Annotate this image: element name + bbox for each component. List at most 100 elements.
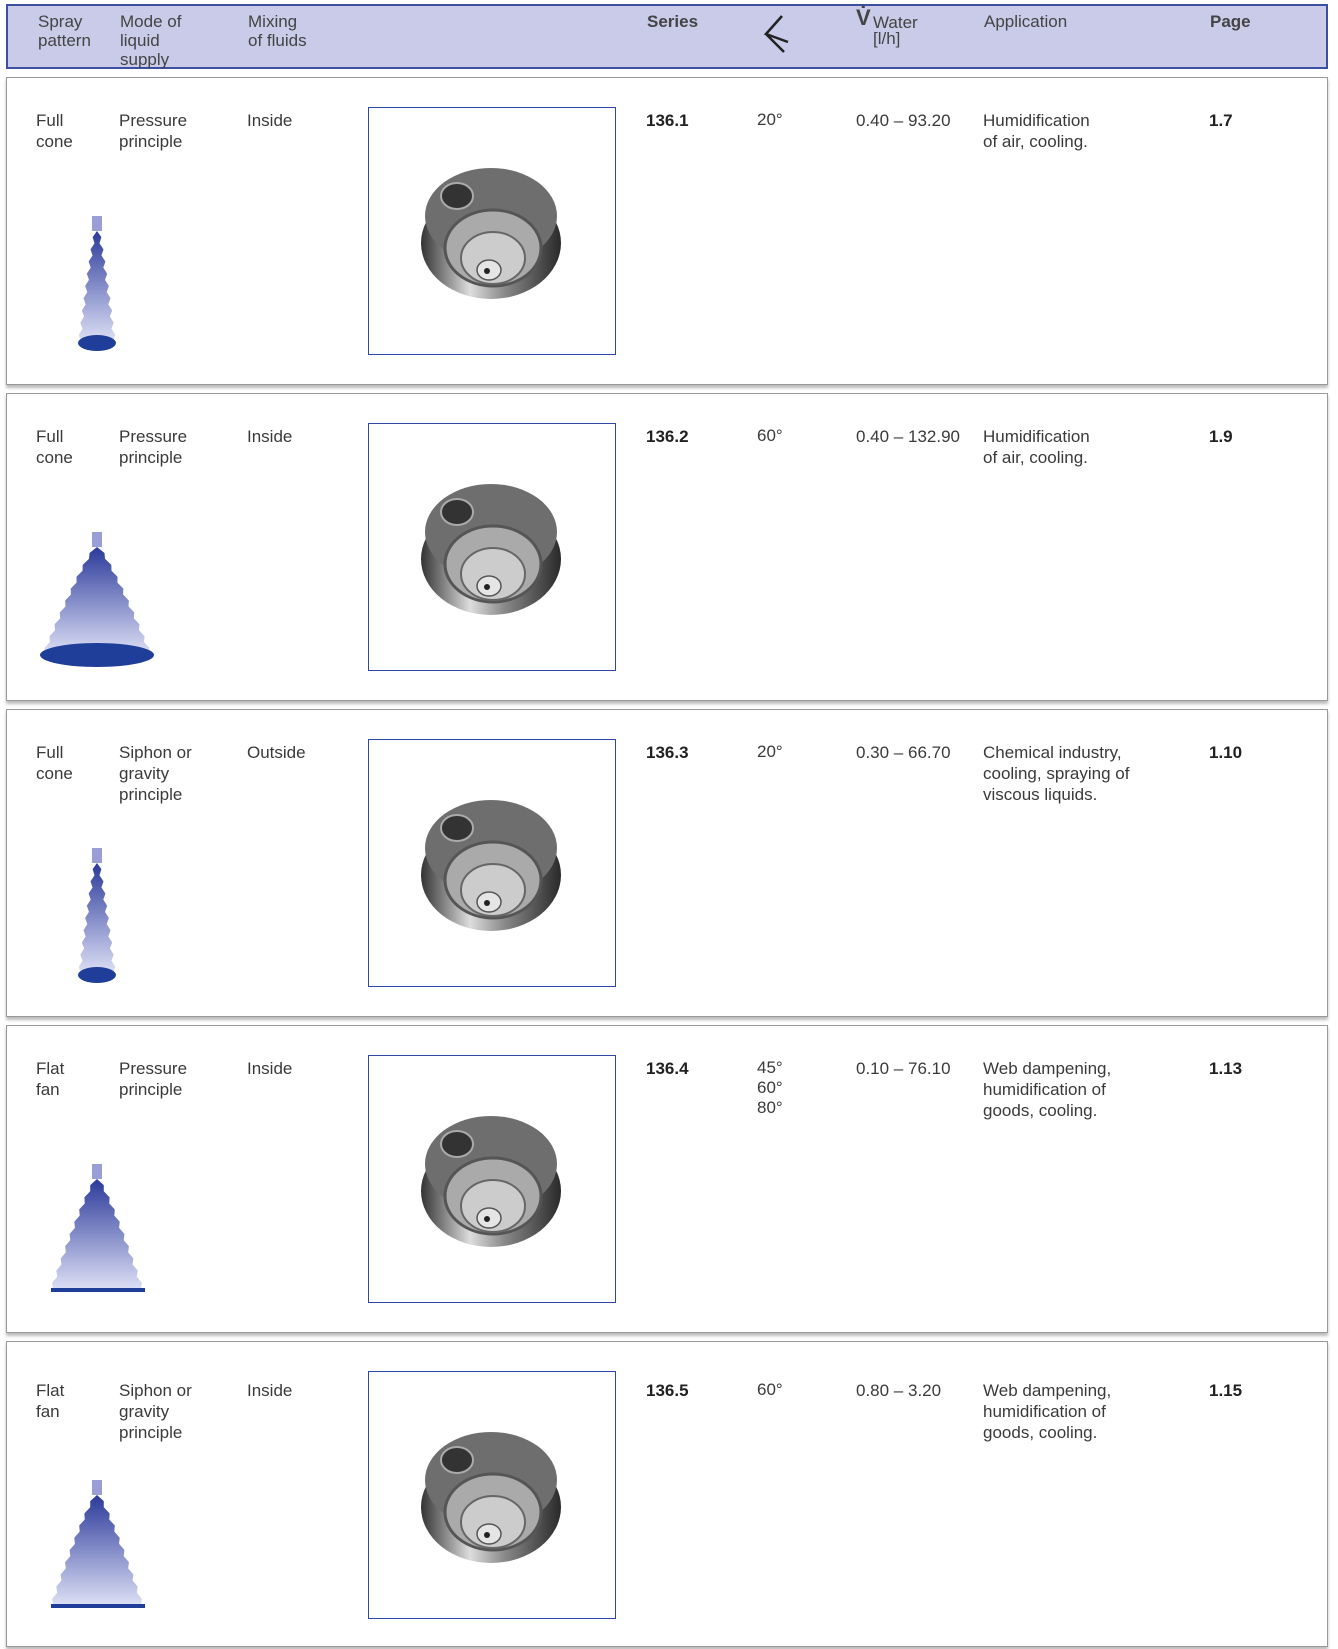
cell-text: Siphon or gravity principle (119, 1381, 192, 1442)
cell-text: Inside (247, 1381, 293, 1400)
cell-text: Full cone (36, 111, 73, 151)
cell-text: 1.15 (1209, 1381, 1243, 1400)
spray-cone (78, 231, 116, 341)
nozzle-photo (421, 1432, 561, 1563)
angle: 60° (757, 426, 783, 445)
thread-hole (440, 498, 474, 526)
nozzle-photo (421, 484, 561, 615)
spray-fan (52, 1495, 142, 1605)
header-cell: Mixing of fluids (248, 12, 307, 50)
cell-text: 1.13 (1209, 1059, 1243, 1078)
angle-list: 20° (757, 110, 783, 130)
cell-text: Humidification of air, cooling. (983, 427, 1090, 467)
cell-text: 136.1 (646, 111, 689, 130)
cell-text: Pressure principle (119, 111, 188, 151)
header-cell: Spray pattern (38, 12, 91, 50)
product-image (368, 739, 616, 987)
cell-text: Full cone (36, 427, 73, 467)
angle-list: 60° (757, 1380, 783, 1400)
spray-fan (52, 1179, 142, 1289)
cell-text: Pressure principle (119, 427, 188, 467)
orifice (484, 1532, 490, 1538)
spray-cone (78, 863, 116, 973)
product-image (368, 423, 616, 671)
product-image (368, 1371, 616, 1619)
spray-base (78, 335, 116, 351)
spray-pattern (40, 532, 154, 667)
thread-hole (440, 1446, 474, 1474)
angle: 60° (757, 1380, 783, 1399)
cell-text: Siphon or gravity principle (119, 743, 192, 804)
cell-text: Inside (247, 1059, 293, 1078)
nozzle-tip (92, 848, 102, 863)
cell-text: 0.10 – 76.10 (856, 1059, 951, 1078)
angle: 20° (757, 742, 783, 761)
nozzle-photo (421, 800, 561, 931)
thread-hole (440, 1130, 474, 1158)
product-image (368, 1055, 616, 1303)
header-cell: Application (984, 12, 1068, 31)
angle: 80° (757, 1098, 783, 1117)
cell-text: Pressure principle (119, 1059, 188, 1099)
table-row: Full cone Siphon or gravity principle Outs… (6, 709, 1328, 1017)
nozzle-photo (421, 1116, 561, 1247)
table-header: Spray pattern Mode of liquid supply Mixi… (6, 4, 1328, 69)
table-row: Full cone Pressure principle Inside 136.2 0.… (6, 393, 1328, 701)
cell-text: 1.9 (1209, 427, 1233, 446)
cell-text: Inside (247, 111, 293, 130)
angle-icon (763, 15, 789, 53)
cell-text: Chemical industry, cooling, spraying of … (983, 743, 1130, 804)
angle: 20° (757, 110, 783, 129)
cell-text: 0.80 – 3.20 (856, 1381, 942, 1400)
header-cell: Water [l/h] (873, 13, 918, 48)
thread-hole (440, 814, 474, 842)
nozzle-photo (421, 168, 561, 299)
cell-text: Web dampening, humidification of goods, … (983, 1059, 1112, 1120)
cell-text: 136.4 (646, 1059, 689, 1078)
table-row: Full cone Pressure principle Inside 136.1 0.… (6, 77, 1328, 385)
angle-list: 20° (757, 742, 783, 762)
spray-base (51, 1288, 145, 1292)
cell-text: Web dampening, humidification of goods, … (983, 1381, 1112, 1442)
orifice (484, 1216, 490, 1222)
header-cell: V̇ (856, 5, 871, 30)
cell-text: Outside (247, 743, 306, 762)
spray-pattern (78, 848, 116, 983)
cell-text: Full cone (36, 743, 73, 783)
orifice (484, 584, 490, 590)
table-row: Flat fan Pressure principle Inside 136.4 0.1… (6, 1025, 1328, 1333)
cell-text: 0.40 – 132.90 (856, 427, 960, 446)
orifice (484, 268, 490, 274)
cell-text: Humidification of air, cooling. (983, 111, 1090, 151)
header-cell: Mode of liquid supply (120, 12, 182, 69)
angle-list: 60° (757, 426, 783, 446)
spray-pattern (78, 216, 116, 351)
angle: 60° (757, 1078, 783, 1097)
thread-hole (440, 182, 474, 210)
spray-cone (44, 547, 150, 654)
cell-text: 136.3 (646, 743, 689, 762)
nozzle-tip (92, 216, 102, 231)
spray-pattern (51, 1164, 145, 1292)
header-cell: Page (1210, 12, 1251, 31)
angle: 45° (757, 1058, 783, 1077)
cell-text: Inside (247, 427, 293, 446)
orifice (484, 900, 490, 906)
cell-text: 1.7 (1209, 111, 1233, 130)
cell-text: Flat fan (36, 1059, 65, 1099)
cell-text: 1.10 (1209, 743, 1243, 762)
cell-text: 0.30 – 66.70 (856, 743, 951, 762)
cell-text: Flat fan (36, 1381, 65, 1421)
spray-base (51, 1604, 145, 1608)
nozzle-tip (92, 532, 102, 547)
cell-text: 0.40 – 93.20 (856, 111, 951, 130)
header-cell: Series (647, 12, 699, 31)
spray-base (78, 967, 116, 983)
angle-list: 45° 60° 80° (757, 1058, 783, 1118)
nozzle-tip (92, 1480, 102, 1495)
cell-text: 136.5 (646, 1381, 689, 1400)
table-row: Flat fan Siphon or gravity principle Insid… (6, 1341, 1328, 1647)
cell-text: 136.2 (646, 427, 689, 446)
spray-pattern (51, 1480, 145, 1608)
